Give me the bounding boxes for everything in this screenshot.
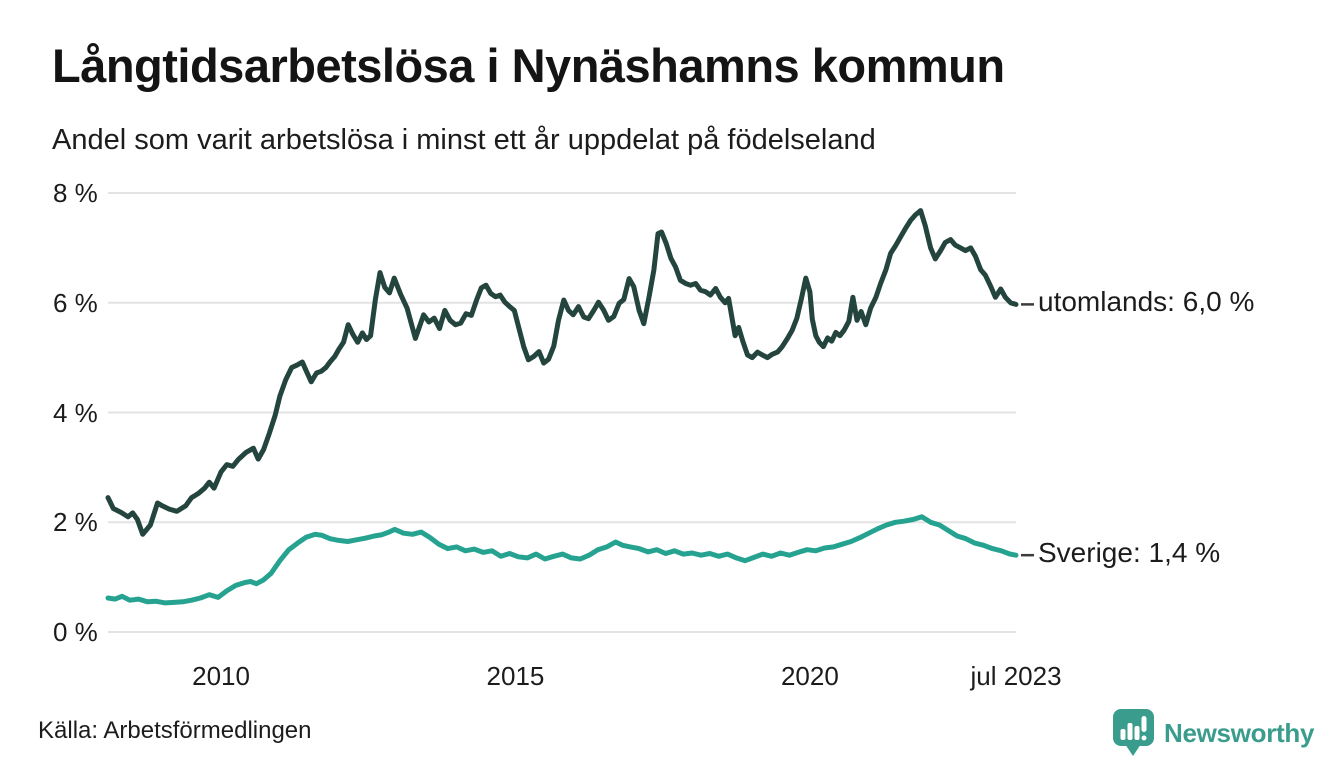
series-end-label-utomlands: utomlands: 6,0 % xyxy=(1038,286,1255,318)
y-axis-tick-label: 0 % xyxy=(53,617,98,647)
page-title: Långtidsarbetslösa i Nynäshamns kommun xyxy=(52,39,1005,92)
y-axis-tick-label: 2 % xyxy=(53,507,98,538)
x-axis-tick-label: 2020 xyxy=(780,661,839,691)
series-line-sverige xyxy=(105,514,1019,606)
newsworthy-wordmark: Newsworthy xyxy=(1164,717,1315,748)
series-line-utomlands xyxy=(105,208,1019,537)
newsworthy-bar-chart-icon xyxy=(1113,709,1154,756)
y-axis-tick-label: 8 % xyxy=(53,178,98,208)
newsworthy-logo: Newsworthy xyxy=(1112,708,1314,758)
series-end-label-sverige: Sverige: 1,4 % xyxy=(1038,537,1221,569)
x-axis-tick-label: 2015 xyxy=(486,661,545,691)
x-axis-tick-label: jul 2023 xyxy=(970,661,1062,691)
y-axis-tick-label: 6 % xyxy=(53,287,98,318)
x-axis-tick-label: 2010 xyxy=(192,661,250,691)
y-axis-tick-label: 4 % xyxy=(53,397,98,428)
chart-subtitle: Andel som varit arbetslösa i minst ett å… xyxy=(52,124,876,156)
source-note: Källa: Arbetsförmedlingen xyxy=(38,717,312,744)
